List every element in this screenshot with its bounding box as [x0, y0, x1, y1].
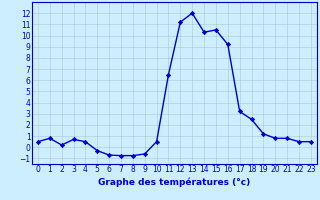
X-axis label: Graphe des températures (°c): Graphe des températures (°c) [98, 177, 251, 187]
